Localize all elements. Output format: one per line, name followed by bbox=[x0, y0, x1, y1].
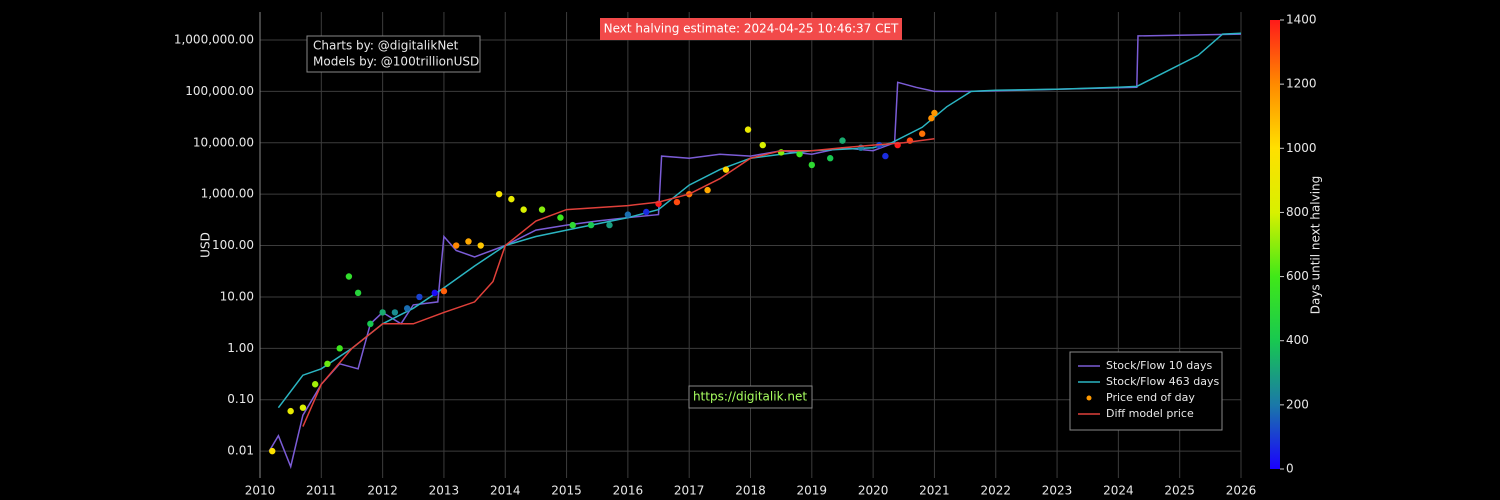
x-tick-label: 2011 bbox=[306, 484, 337, 498]
y-tick-label: 10,000.00 bbox=[193, 135, 254, 149]
x-tick-label: 2025 bbox=[1164, 484, 1195, 498]
price-point bbox=[808, 161, 816, 169]
y-tick-label: 100.00 bbox=[212, 238, 254, 252]
colorbar-tick-label: 1200 bbox=[1286, 77, 1317, 91]
price-point bbox=[311, 381, 319, 388]
price-point bbox=[587, 221, 595, 229]
x-tick-label: 2023 bbox=[1042, 484, 1073, 498]
credits-box bbox=[306, 35, 481, 73]
colorbar-tick-label: 1400 bbox=[1286, 13, 1317, 27]
price-point bbox=[569, 221, 576, 229]
legend-label: Stock/Flow 10 days bbox=[1106, 359, 1212, 372]
halving-box bbox=[600, 18, 902, 40]
colorbar-tick-label: 1000 bbox=[1286, 141, 1317, 155]
price-point bbox=[882, 152, 889, 160]
x-tick-label: 2016 bbox=[613, 484, 644, 498]
series-line bbox=[268, 33, 1242, 470]
price-point bbox=[643, 208, 650, 216]
price-point bbox=[624, 211, 632, 218]
x-tick-label: 2015 bbox=[551, 484, 582, 498]
price-point bbox=[931, 109, 938, 117]
price-point bbox=[495, 190, 503, 198]
legend-label: Diff model price bbox=[1106, 407, 1194, 420]
halving-text: Next halving estimate: 2024-04-25 10:46:… bbox=[604, 22, 899, 36]
legend-label: Stock/Flow 463 days bbox=[1106, 375, 1219, 388]
series-line bbox=[302, 137, 935, 427]
price-point bbox=[367, 320, 374, 328]
price-point bbox=[416, 293, 423, 301]
colorbar bbox=[1270, 20, 1280, 469]
y-axis-label: USD bbox=[199, 232, 213, 258]
price-point bbox=[345, 273, 353, 280]
y-tick-label: 1,000,000.00 bbox=[174, 32, 254, 46]
price-point bbox=[759, 141, 766, 149]
price-point bbox=[744, 126, 752, 133]
price-point bbox=[354, 289, 362, 297]
colorbar-tick-label: 400 bbox=[1286, 333, 1309, 347]
price-point bbox=[379, 309, 386, 316]
price-point bbox=[477, 242, 484, 249]
price-point bbox=[827, 155, 834, 162]
price-point bbox=[287, 407, 294, 415]
colorbar-title: Days until next halving bbox=[1309, 176, 1323, 315]
credits-text: Models by: @100trillionUSD bbox=[313, 55, 479, 69]
x-tick-label: 2012 bbox=[367, 484, 398, 498]
price-point bbox=[269, 447, 276, 455]
x-tick-label: 2021 bbox=[919, 484, 950, 498]
y-tick-label: 1,000.00 bbox=[201, 187, 254, 201]
price-point bbox=[673, 198, 681, 206]
credits-text: Charts by: @digitalikNet bbox=[313, 39, 459, 53]
y-tick-label: 100,000.00 bbox=[185, 84, 254, 98]
price-point bbox=[324, 360, 331, 368]
x-tick-label: 2019 bbox=[797, 484, 828, 498]
price-point bbox=[839, 137, 846, 144]
x-tick-label: 2010 bbox=[245, 484, 276, 498]
price-point bbox=[704, 186, 711, 194]
y-tick-label: 10.00 bbox=[220, 289, 254, 303]
url-box bbox=[688, 385, 813, 409]
x-tick-label: 2017 bbox=[674, 484, 705, 498]
price-point bbox=[606, 221, 613, 229]
price-point bbox=[928, 115, 935, 122]
price-point bbox=[440, 287, 448, 295]
price-point bbox=[299, 404, 307, 411]
price-point bbox=[403, 305, 411, 312]
price-point bbox=[918, 130, 926, 137]
x-tick-label: 2026 bbox=[1226, 484, 1257, 498]
x-tick-label: 2022 bbox=[980, 484, 1011, 498]
colorbar-tick-label: 0 bbox=[1286, 462, 1294, 476]
price-point bbox=[431, 289, 438, 297]
price-point bbox=[453, 242, 460, 249]
colorbar-tick-label: 200 bbox=[1286, 397, 1309, 411]
legend-marker bbox=[1086, 395, 1092, 401]
y-tick-label: 0.01 bbox=[227, 444, 254, 458]
url-text: https://digitalik.net bbox=[693, 390, 807, 404]
x-tick-label: 2018 bbox=[735, 484, 766, 498]
legend-label: Price end of day bbox=[1106, 391, 1195, 404]
price-point bbox=[508, 195, 515, 203]
price-point bbox=[557, 214, 564, 221]
x-tick-label: 2024 bbox=[1103, 484, 1134, 498]
price-point bbox=[538, 206, 546, 213]
y-tick-label: 0.10 bbox=[227, 392, 254, 406]
price-point bbox=[465, 238, 472, 245]
legend-box bbox=[1069, 351, 1223, 431]
x-tick-label: 2014 bbox=[490, 484, 521, 498]
y-tick-label: 1.00 bbox=[227, 341, 254, 355]
x-tick-label: 2013 bbox=[429, 484, 460, 498]
price-point bbox=[336, 345, 343, 352]
colorbar-tick-label: 600 bbox=[1286, 269, 1309, 283]
price-point bbox=[391, 309, 399, 316]
price-point bbox=[796, 150, 803, 158]
price-point bbox=[520, 206, 527, 213]
price-point bbox=[722, 166, 730, 173]
x-tick-label: 2020 bbox=[858, 484, 889, 498]
colorbar-tick-label: 800 bbox=[1286, 205, 1309, 219]
